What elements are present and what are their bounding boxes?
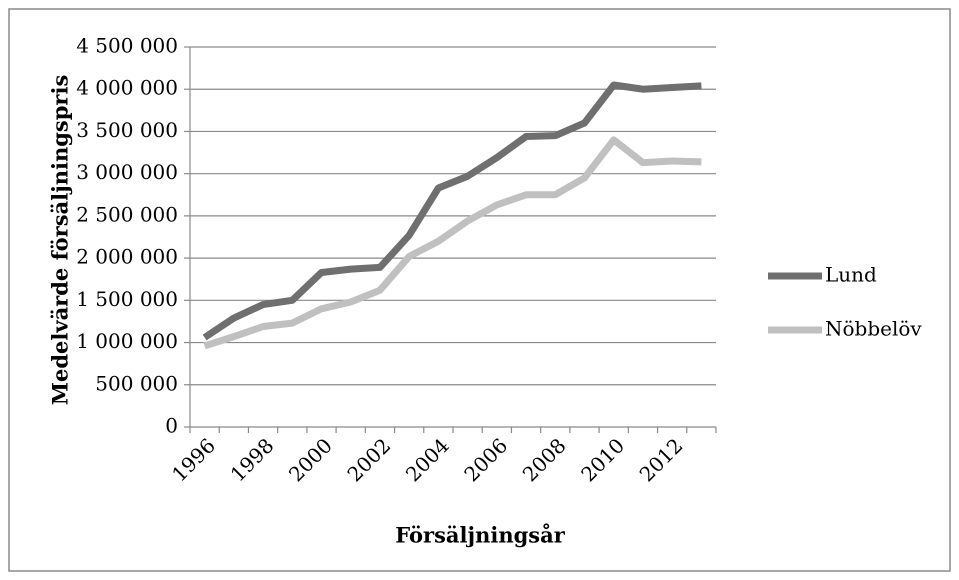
y-tick-label: 3 500 000 [76,118,178,142]
chart-border [8,8,951,572]
legend-label: Lund [825,263,877,287]
y-tick-label: 4 500 000 [76,34,178,58]
y-tick-label: 1 500 000 [76,287,178,311]
x-axis-title: Försäljningsår [395,523,565,548]
line-series [203,136,702,350]
y-tick-label: 2 000 000 [76,245,178,269]
y-tick-label: 500 000 [95,371,178,395]
y-tick-label: 3 000 000 [76,160,178,184]
y-tick-label: 4 000 000 [76,76,178,100]
legend-label: Nöbbelöv [825,317,922,341]
y-tick-label: 1 000 000 [76,329,178,353]
y-tick-label: 0 [165,414,178,438]
y-tick-label: 2 500 000 [76,202,178,226]
line-series [202,81,702,341]
y-axis-title: Medelvärde försäljningspris [48,75,73,406]
